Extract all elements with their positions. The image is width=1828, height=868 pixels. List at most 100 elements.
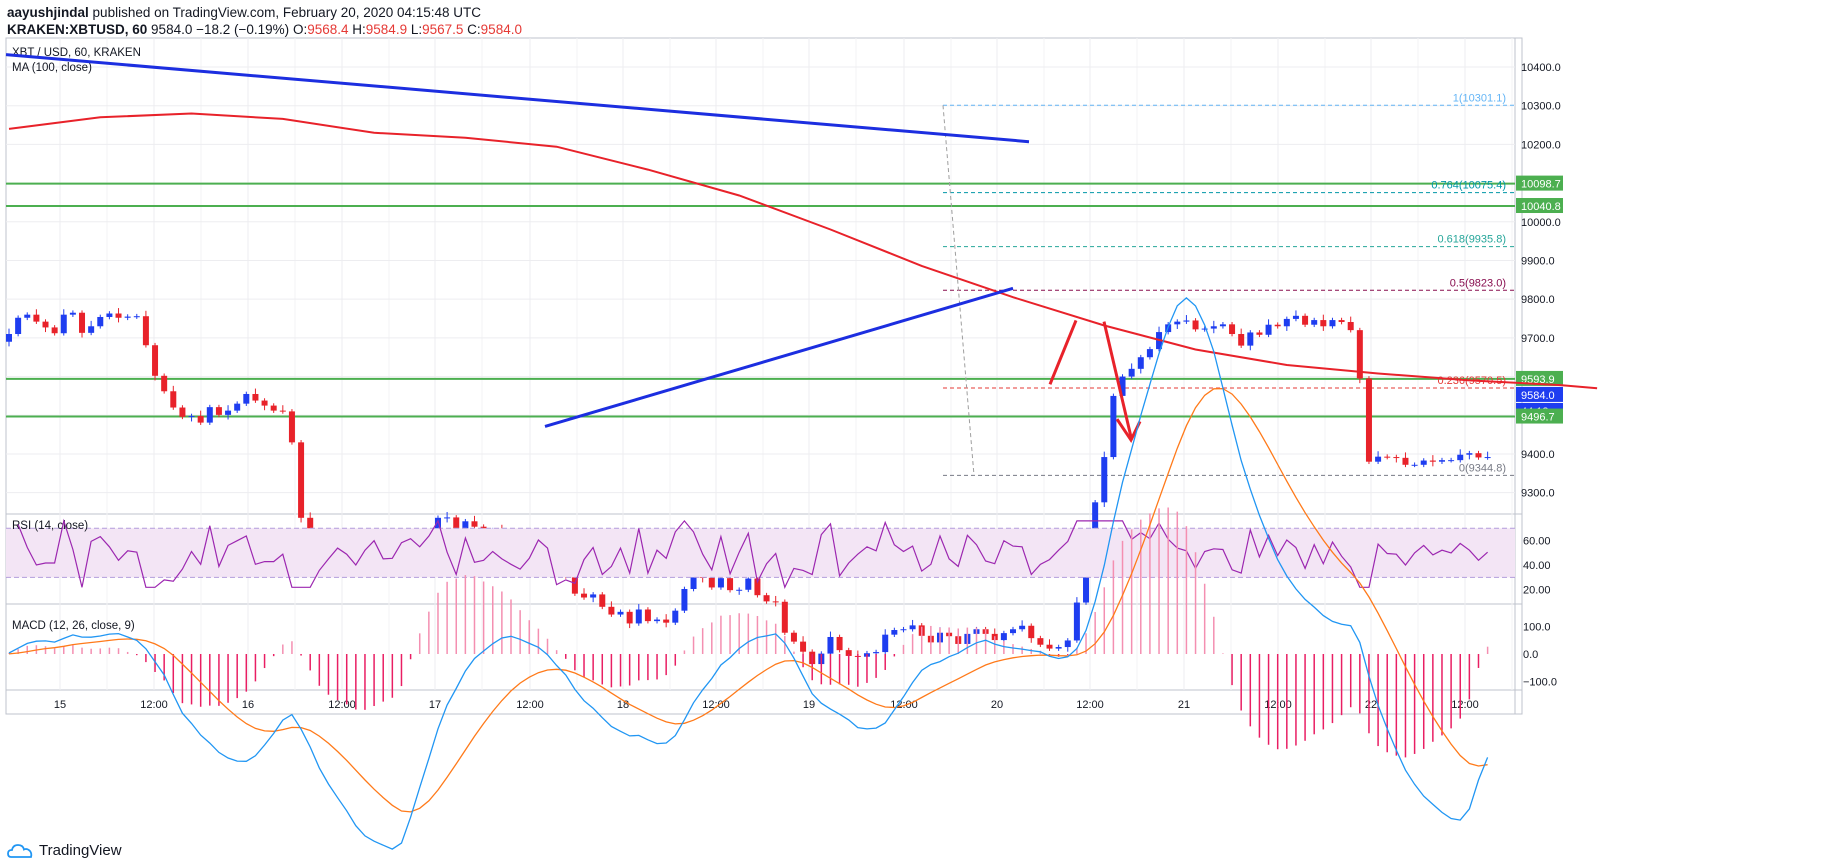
candle-body <box>1146 349 1153 358</box>
fib-level-label: 0.618(9935.8) <box>1438 234 1507 246</box>
footer-brand: TradingView <box>39 842 122 859</box>
time-tick-label: 19 <box>803 699 815 711</box>
time-tick-label: 12:00 <box>702 699 730 711</box>
close-label: C: <box>467 22 481 37</box>
candle-body <box>617 611 624 615</box>
candle-body <box>1274 324 1281 327</box>
macd-tick-label: −100.0 <box>1523 677 1557 689</box>
candle-body <box>1420 460 1427 465</box>
candle-body <box>1329 320 1336 327</box>
candle-body <box>1448 460 1455 462</box>
candle-body <box>873 652 880 654</box>
candle-body <box>462 521 469 530</box>
ascending-support-line <box>544 286 1014 428</box>
candle-body <box>891 630 898 635</box>
candle-body <box>252 393 259 401</box>
open-label: O: <box>292 22 308 37</box>
low-label: L: <box>410 22 423 37</box>
fib-level-label: 0.764(10075.4) <box>1431 180 1506 192</box>
down-arrow-shaft <box>1102 321 1133 438</box>
candle-body <box>1384 456 1391 458</box>
candle-body <box>197 416 204 423</box>
candle-body <box>1046 644 1053 649</box>
candle-body <box>1174 321 1181 325</box>
tradingview-logo[interactable]: TradingView <box>7 842 122 859</box>
author-name[interactable]: aayushjindal <box>7 5 89 20</box>
time-tick-label: 21 <box>1178 699 1190 711</box>
price-tick-label: 10400.0 <box>1521 62 1561 74</box>
candle-body <box>608 606 615 615</box>
candle-body <box>6 334 12 342</box>
rsi-tick-label: 20.00 <box>1523 585 1551 597</box>
price-tag-text: 10040.8 <box>1521 201 1561 213</box>
candle-body <box>471 521 478 527</box>
candle-body <box>1429 460 1436 462</box>
price-tag <box>1516 408 1563 424</box>
candle-body <box>1347 322 1354 331</box>
candle-body <box>1210 326 1217 329</box>
candle-body <box>754 578 761 596</box>
candle-body <box>270 405 277 411</box>
price-tick-label: 9700.0 <box>1521 333 1555 345</box>
candle-body <box>909 625 916 630</box>
candle-body <box>206 407 213 423</box>
candle-body <box>717 578 724 588</box>
grid <box>6 38 1515 690</box>
candle-body <box>635 609 642 624</box>
candle-body <box>1475 453 1482 458</box>
macd-legend: MACD (12, 26, close, 9) <box>12 620 135 632</box>
open-value: 9568.4 <box>307 22 349 37</box>
candle-body <box>1229 324 1236 335</box>
candle-body <box>179 407 186 417</box>
candle-body <box>1292 315 1299 319</box>
time-tick-label: 17 <box>429 699 441 711</box>
candle-body <box>1028 625 1035 639</box>
price-tick-label: 9400.0 <box>1521 449 1555 461</box>
low-value: 9567.5 <box>422 22 464 37</box>
chart-title: XBT / USD, 60, KRAKEN <box>12 47 141 59</box>
candle-body <box>1037 638 1044 645</box>
price-tag-text: 10098.7 <box>1521 179 1561 191</box>
candle-body <box>60 314 67 334</box>
candle-body <box>15 317 22 335</box>
time-tick-label: 16 <box>242 699 254 711</box>
candle-body <box>215 407 222 415</box>
candle-body <box>654 619 661 622</box>
candle-body <box>1311 320 1318 325</box>
symbol-label: KRAKEN:XBTUSD, 60 <box>7 22 148 37</box>
candle-body <box>33 314 40 322</box>
candle-body <box>681 589 688 611</box>
candle-body <box>1320 320 1327 327</box>
candle-body <box>1101 457 1108 503</box>
candle-body <box>115 313 122 318</box>
price-tick-label: 10300.0 <box>1521 101 1561 113</box>
rsi-band <box>6 528 1515 578</box>
candle-body <box>836 636 843 651</box>
price-tag <box>1516 175 1563 191</box>
candle-body <box>1484 457 1491 459</box>
candle-body <box>1302 315 1309 325</box>
time-tick-label: 12:00 <box>1076 699 1104 711</box>
candle-body <box>599 594 606 607</box>
candle-body <box>672 610 679 623</box>
candle-body <box>88 326 95 333</box>
candle-body <box>1055 647 1062 649</box>
candle-body <box>1073 602 1080 641</box>
candle-body <box>1019 625 1026 630</box>
rsi-tick-label: 60.00 <box>1523 536 1551 548</box>
candle-body <box>727 578 734 591</box>
candle-body <box>106 313 113 317</box>
candle-body <box>79 312 86 333</box>
fib-level-label: 0(9344.8) <box>1459 462 1506 474</box>
tradingview-cloud-icon <box>7 843 33 858</box>
moving-average-line <box>8 112 1598 390</box>
candle-body <box>42 321 49 328</box>
time-tick-label: 22 <box>1365 699 1377 711</box>
price-tick-label: 9800.0 <box>1521 294 1555 306</box>
candle-body <box>827 636 834 654</box>
price-tick-label: 9900.0 <box>1521 255 1555 267</box>
price-tick-label: 10000.0 <box>1521 217 1561 229</box>
candle-body <box>1256 332 1263 335</box>
time-tick-label: 12:00 <box>516 699 544 711</box>
